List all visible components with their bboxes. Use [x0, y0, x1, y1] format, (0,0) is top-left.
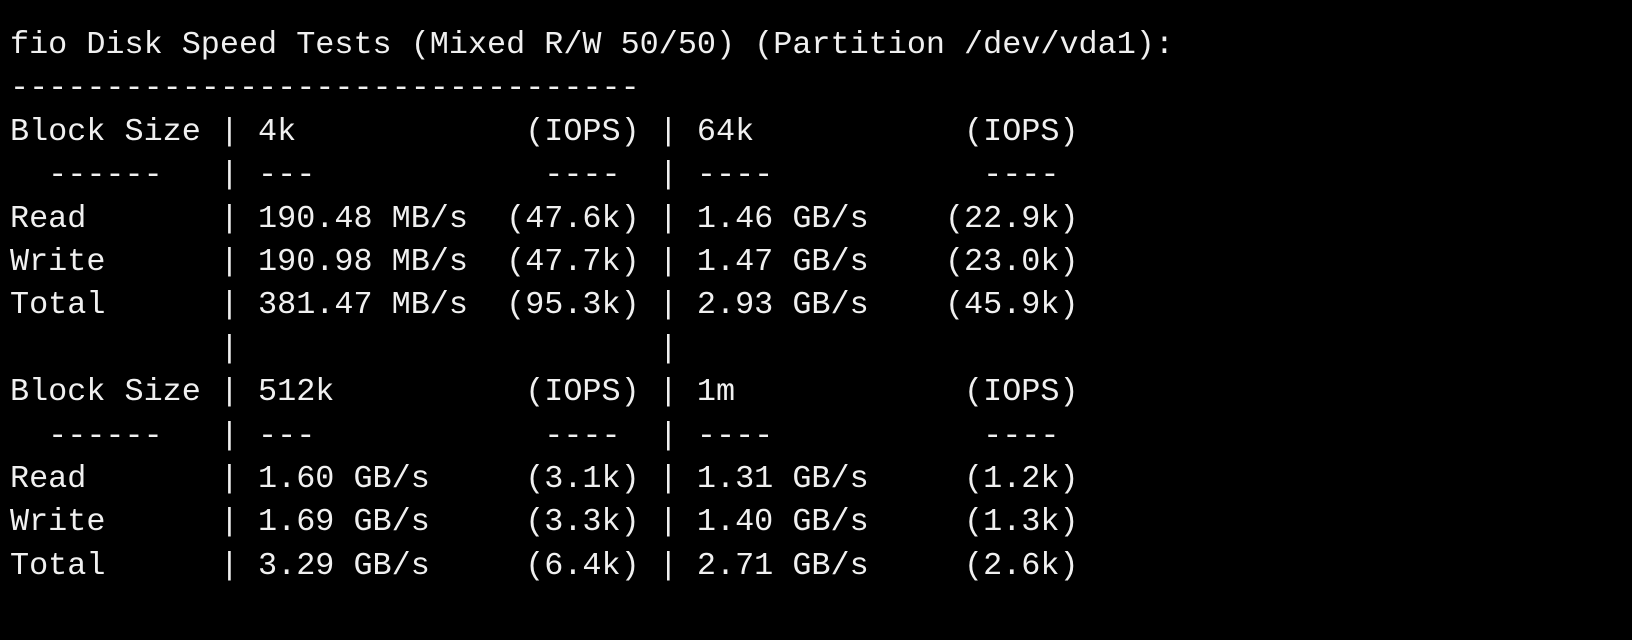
- terminal-line: Block Size | 4k (IOPS) | 64k (IOPS): [10, 113, 1079, 150]
- terminal-line: Total | 3.29 GB/s (6.4k) | 2.71 GB/s (2.…: [10, 547, 1079, 584]
- terminal-line: Write | 190.98 MB/s (47.7k) | 1.47 GB/s …: [10, 243, 1079, 280]
- terminal-line: fio Disk Speed Tests (Mixed R/W 50/50) (…: [10, 27, 1174, 63]
- terminal-line: ------ | --- ---- | ---- ----: [10, 417, 1079, 454]
- terminal-line: Total | 381.47 MB/s (95.3k) | 2.93 GB/s …: [10, 287, 1079, 324]
- terminal-line: Read | 190.48 MB/s (47.6k) | 1.46 GB/s (…: [10, 200, 1079, 237]
- terminal-line: Write | 1.69 GB/s (3.3k) | 1.40 GB/s (1.…: [10, 504, 1079, 541]
- terminal-line: ---------------------------------: [10, 70, 640, 107]
- terminal-line: Block Size | 512k (IOPS) | 1m (IOPS): [10, 374, 1079, 411]
- terminal-line: ------ | --- ---- | ---- ----: [10, 157, 1079, 194]
- terminal-line: Read | 1.60 GB/s (3.1k) | 1.31 GB/s (1.2…: [10, 460, 1079, 497]
- terminal-line: | |: [10, 330, 1079, 367]
